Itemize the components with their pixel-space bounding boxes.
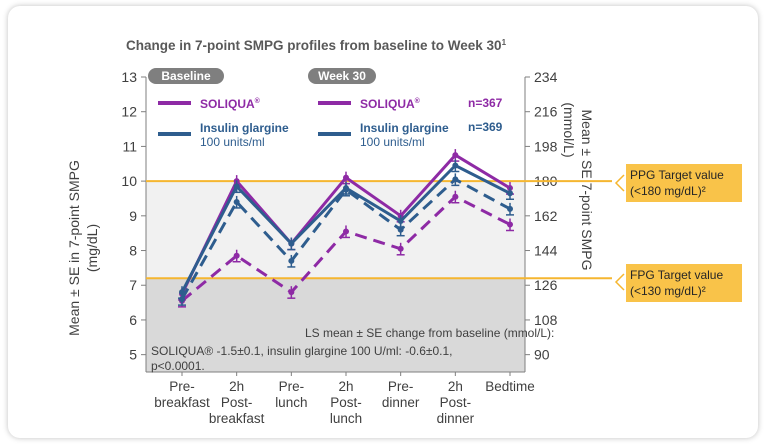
- legend: Baseline Week 30 SOLIQUA® Insulin glargi…: [148, 68, 503, 149]
- ppg-callout-chevron: [614, 174, 625, 192]
- y2-tick-label: 126: [534, 277, 558, 293]
- data-point: [343, 186, 349, 193]
- below-fpg-band: [146, 278, 525, 372]
- annotation-line3: p<0.0001.: [151, 359, 205, 373]
- baseline-badge: [148, 68, 224, 84]
- week30-badge-label: Week 30: [318, 69, 366, 83]
- x-tick-label: 2h Post-breakfast: [209, 379, 265, 426]
- data-point: [288, 289, 295, 296]
- ls-mean-annotation: LS mean ± SE change from baseline (mmol/…: [151, 326, 554, 373]
- y-axis-label-line2: (mg/dL): [84, 224, 100, 272]
- data-point: [233, 183, 240, 190]
- data-point: [397, 245, 404, 252]
- y2-axis-label: Mean ± SE 7-point SMPG (mmol/L): [561, 102, 595, 270]
- fpg-callout-chevron: [614, 273, 625, 291]
- fpg-callout: FPG Target value (<130 mg/dL)²: [614, 264, 742, 302]
- fpg-callout-line1: FPG Target value: [630, 268, 723, 282]
- axes: 567891011121390108126144162180198216234P…: [121, 69, 557, 426]
- data-point: [507, 190, 513, 197]
- ppg-callout: PPG Target value (<180 mg/dL)²: [614, 164, 742, 202]
- y-axis-label-line1: Mean ± SE in 7-point SMPG: [66, 160, 82, 336]
- y-tick-label: 13: [121, 69, 137, 85]
- data-point: [288, 240, 295, 247]
- ppg-callout-line1: PPG Target value: [630, 168, 724, 182]
- legend-glargine-sub-week30: 100 units/ml: [360, 135, 425, 149]
- y-tick-label: 11: [122, 138, 137, 154]
- data-point: [452, 176, 459, 183]
- data-point: [397, 226, 404, 233]
- data-point: [507, 205, 513, 212]
- baseline-badge-label: Baseline: [161, 69, 211, 83]
- x-tick-label: 2h Post-lunch: [330, 379, 362, 426]
- y-tick-label: 6: [129, 312, 137, 328]
- data-point: [507, 221, 513, 228]
- data-point: [343, 174, 349, 181]
- annotation-line2: SOLIQUA® -1.5±0.1, insulin glargine 100 …: [151, 344, 453, 358]
- legend-soliqua-baseline: SOLIQUA®: [200, 97, 261, 111]
- x-tick-label: Bedtime: [485, 379, 535, 394]
- x-tick-label: Pre-dinner: [382, 379, 420, 410]
- y2-tick-label: 216: [534, 104, 558, 120]
- series-insulin-glargine-baseline: [178, 173, 514, 306]
- data-point: [397, 218, 404, 225]
- data-point: [452, 193, 459, 200]
- legend-glargine-sub-baseline: 100 units/ml: [200, 135, 265, 149]
- fpg-callout-box: [626, 264, 742, 302]
- data-point: [233, 252, 240, 259]
- y-tick-label: 7: [129, 277, 137, 293]
- chart-title: Change in 7-point SMPG profiles from bas…: [126, 38, 507, 53]
- ppg-callout-line2: (<180 mg/dL)²: [630, 184, 706, 198]
- y-tick-label: 8: [129, 243, 137, 259]
- legend-soliqua-week30: SOLIQUA®: [360, 97, 421, 111]
- y2-tick-label: 234: [534, 69, 558, 85]
- y2-tick-label: 144: [534, 243, 558, 259]
- annotation-line1: LS mean ± SE change from baseline (mmol/…: [305, 326, 554, 340]
- y-axis-label: Mean ± SE in 7-point SMPG (mg/dL): [66, 160, 100, 336]
- data-point: [233, 198, 240, 205]
- x-tick-label: 2h Post-dinner: [437, 379, 475, 426]
- data-point: [343, 228, 349, 235]
- series-layer: [178, 149, 514, 308]
- fpg-callout-line2: (<130 mg/dL)²: [630, 284, 706, 298]
- x-tick-label: Pre-breakfast: [154, 379, 210, 410]
- y2-axis-label-line2: (mmol/L): [561, 102, 577, 157]
- data-point: [288, 257, 295, 264]
- glargine-n: n=369: [468, 120, 503, 134]
- y-tick-label: 5: [129, 347, 137, 363]
- y-tick-label: 10: [121, 173, 137, 189]
- legend-glargine-week30: Insulin glargine: [360, 121, 449, 135]
- y2-axis-label-line1: Mean ± SE 7-point SMPG: [579, 110, 595, 271]
- data-point: [452, 162, 459, 169]
- y-tick-label: 9: [129, 208, 137, 224]
- y2-tick-label: 90: [534, 347, 550, 363]
- y2-tick-label: 108: [534, 312, 558, 328]
- data-point: [179, 296, 185, 303]
- soliqua-n: n=367: [468, 96, 503, 110]
- ppg-callout-box: [626, 164, 742, 202]
- legend-glargine-baseline: Insulin glargine: [200, 121, 289, 135]
- y2-tick-label: 162: [534, 208, 558, 224]
- week30-badge: [308, 68, 376, 84]
- x-tick-label: Pre-lunch: [275, 379, 307, 410]
- data-point: [452, 152, 459, 159]
- y-tick-label: 12: [121, 104, 137, 120]
- y2-tick-label: 198: [534, 138, 558, 154]
